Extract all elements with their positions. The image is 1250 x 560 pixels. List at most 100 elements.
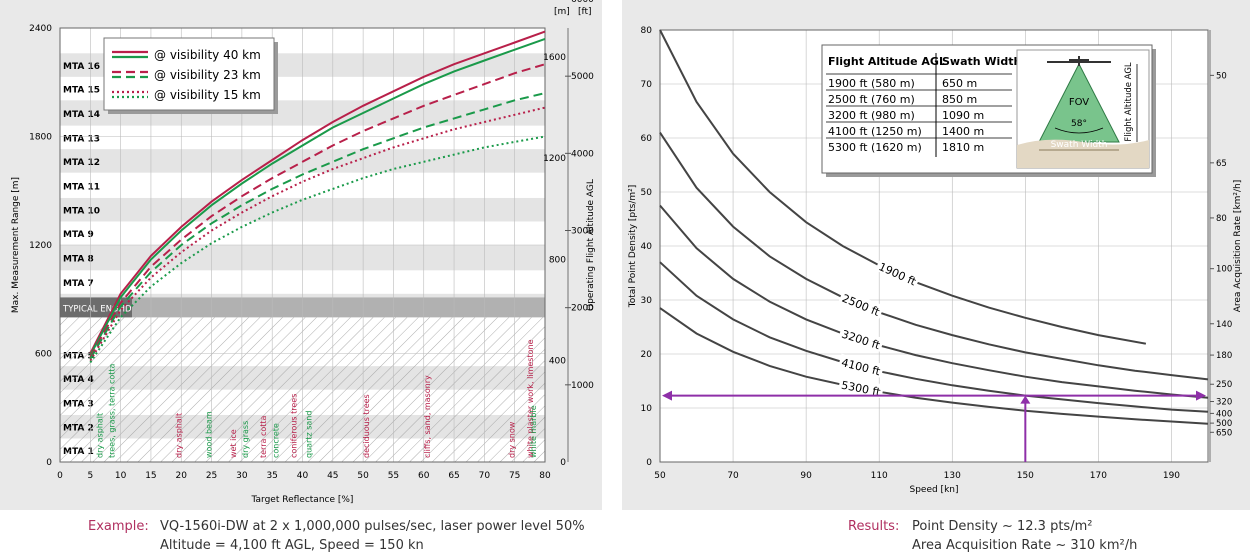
x-tick-label: 170	[1090, 471, 1107, 481]
unit-ft-label: [ft]	[578, 7, 592, 17]
table-cell-altitude: 5300 ft (1620 m)	[828, 141, 922, 154]
mta-zone-label: MTA 9	[63, 230, 94, 240]
alt-m-tick-label: 1200	[543, 154, 566, 164]
x-tick-label: 50	[654, 471, 666, 481]
material-label: dry asphalt	[95, 413, 104, 458]
mta-zone-label: MTA 16	[63, 62, 100, 72]
table-cell-altitude: 2500 ft (760 m)	[828, 93, 915, 106]
y-tick-label: 0	[46, 458, 52, 468]
mta-zone-label: MTA 13	[63, 134, 100, 144]
altitude-label: Flight Altitude AGL	[1124, 62, 1134, 142]
x-tick-label: 90	[800, 471, 812, 481]
density-marker-arrow-right	[1196, 390, 1206, 401]
x-tick-label: 80	[539, 471, 551, 481]
y-tick-label: 600	[35, 350, 52, 360]
table-header-swath: Swath Width	[942, 55, 1021, 68]
plot-frame	[659, 29, 1209, 463]
material-label: dry snow	[508, 421, 517, 458]
mta-zone-label: MTA 7	[63, 279, 94, 289]
density-chart: 50 70 90 110 130 150 170 190 0 10 20 30 40 50 60 70 80 19…	[628, 26, 1243, 495]
enohd-label-box	[60, 297, 132, 318]
rate-tick-label: 250	[1216, 380, 1232, 390]
table-cell-swath: 650 m	[942, 77, 977, 90]
rate-tick-label: 500	[1216, 419, 1232, 429]
table-cell-swath: 1810 m	[942, 141, 984, 154]
footer: Example: VQ-1560i-DW at 2 x 1,000,000 pu…	[0, 515, 1250, 560]
results-label: Results:	[848, 519, 900, 534]
angle-arc	[1054, 127, 1104, 134]
alt-m-tick-label: 1600	[543, 53, 566, 63]
enohd-label: TYPICAL ENOHD	[62, 304, 132, 314]
mta-zone-label: MTA 14	[63, 110, 100, 120]
x-axis-title: Speed [kn]	[909, 485, 958, 495]
x-tick-label: 0	[57, 471, 63, 481]
rate-tick-label: 65	[1216, 159, 1227, 169]
material-label: dry grass	[241, 421, 250, 458]
x-tick-label: 20	[176, 471, 188, 481]
alt-ft-tick-label: 6000	[571, 0, 594, 5]
example-label: Example:	[88, 519, 149, 534]
y-tick-label: 80	[641, 26, 653, 36]
x-tick-label: 15	[145, 471, 156, 481]
range-curve	[89, 63, 546, 358]
x-tick-label: 65	[448, 471, 459, 481]
speed-marker-arrow	[1020, 395, 1031, 404]
material-label: terra cotta	[259, 415, 268, 458]
range-curve	[89, 30, 546, 354]
x-tick-label: 75	[509, 471, 520, 481]
mta-zone-label: MTA 11	[63, 182, 100, 192]
x-tick-label: 70	[727, 471, 739, 481]
y-tick-label: 1200	[29, 241, 52, 251]
rate-tick-label: 50	[1216, 71, 1227, 81]
x-tick-label: 30	[236, 471, 248, 481]
x-tick-label: 25	[206, 471, 217, 481]
unit-m-label: [m]	[554, 7, 570, 17]
right-chart-panel: 50 70 90 110 130 150 170 190 0 10 20 30 40 50 60 70 80 19…	[622, 0, 1250, 510]
y-tick-label: 70	[641, 80, 653, 90]
curve-label-bg	[838, 376, 885, 399]
curve-label-bg	[838, 325, 885, 352]
x-tick-label: 10	[115, 471, 127, 481]
example-line-2: Altitude = 4,100 ft AGL, Speed = 150 kn	[160, 538, 424, 553]
x-tick-label: 60	[418, 471, 430, 481]
material-label: trees, grass, terra cotta	[108, 363, 117, 458]
ground-shape	[1017, 139, 1149, 168]
alt-m-tick-label: 0	[560, 458, 566, 468]
range-curve	[89, 37, 546, 356]
alt-ft-tick-label: 5000	[571, 72, 594, 82]
material-label: white marble	[529, 405, 538, 458]
plot-frame	[59, 27, 546, 463]
legend-label: @ visibility 40 km	[154, 48, 261, 62]
x-axis-title: Target Reflectance [%]	[251, 495, 354, 505]
legend-label: @ visibility 23 km	[154, 68, 261, 82]
aircraft-icon	[1047, 56, 1111, 66]
table-cell-swath: 1400 m	[942, 125, 984, 138]
curve-label-bg	[838, 353, 885, 378]
material-label: wood beam	[205, 411, 214, 458]
x-tick-label: 40	[297, 471, 309, 481]
material-label: quartz sand	[305, 411, 314, 458]
density-curve	[659, 307, 1209, 425]
x-tick-label: 50	[357, 471, 369, 481]
mta-zone-label: MTA 8	[63, 255, 94, 265]
density-curve	[659, 204, 1209, 399]
range-curve	[89, 135, 546, 364]
table-cell-swath: 1090 m	[942, 109, 984, 122]
table-cell-altitude: 1900 ft (580 m)	[828, 77, 915, 90]
y-tick-label: 0	[646, 458, 652, 468]
x-tick-label: 55	[388, 471, 399, 481]
curve-label-bg	[838, 289, 885, 319]
density-curve	[659, 261, 1209, 413]
material-label: concrete	[271, 423, 280, 458]
y-axis-title: Total Point Density [pts/m²]	[628, 185, 638, 309]
swath-label: Swath Width	[1051, 140, 1108, 150]
alt-m-tick-label: 400	[549, 357, 566, 367]
rate-tick-label: 100	[1216, 265, 1232, 275]
alt-ft-tick-label: 4000	[571, 149, 594, 159]
x-tick-label: 150	[1017, 471, 1034, 481]
y-tick-label: 2400	[29, 24, 52, 34]
results-line-2: Area Acquisition Rate ~ 310 km²/h	[912, 538, 1138, 553]
rate-tick-label: 180	[1216, 351, 1232, 361]
y2-axis-title: Area Acquisition Rate [km²/h]	[1233, 180, 1243, 313]
